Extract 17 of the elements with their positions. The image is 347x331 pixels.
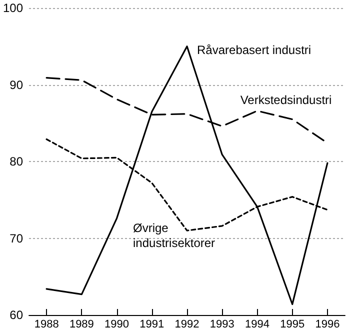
x-tick-label: 1989 (69, 318, 94, 330)
x-tick-label: 1992 (174, 318, 200, 330)
y-tick-label: 60 (10, 308, 24, 322)
series-label: Råvarebasert industri (197, 42, 312, 57)
y-tick-label: 100 (2, 1, 24, 15)
series-label: Verkstedsindustri (240, 92, 332, 107)
y-tick-label: 90 (10, 78, 24, 92)
x-tick-label: 1996 (315, 318, 340, 330)
x-tick-label: 1994 (244, 318, 270, 330)
x-tick-label: 1995 (280, 318, 305, 330)
series-label: Øvrige industrisektorer (133, 221, 216, 250)
x-tick-label: 1993 (210, 318, 234, 330)
x-tick-label: 1991 (140, 318, 164, 330)
y-tick-label: 70 (10, 231, 24, 246)
x-tick-label: 1988 (34, 318, 59, 330)
y-tick-label: 80 (10, 154, 24, 168)
x-tick-label: 1990 (104, 318, 130, 330)
